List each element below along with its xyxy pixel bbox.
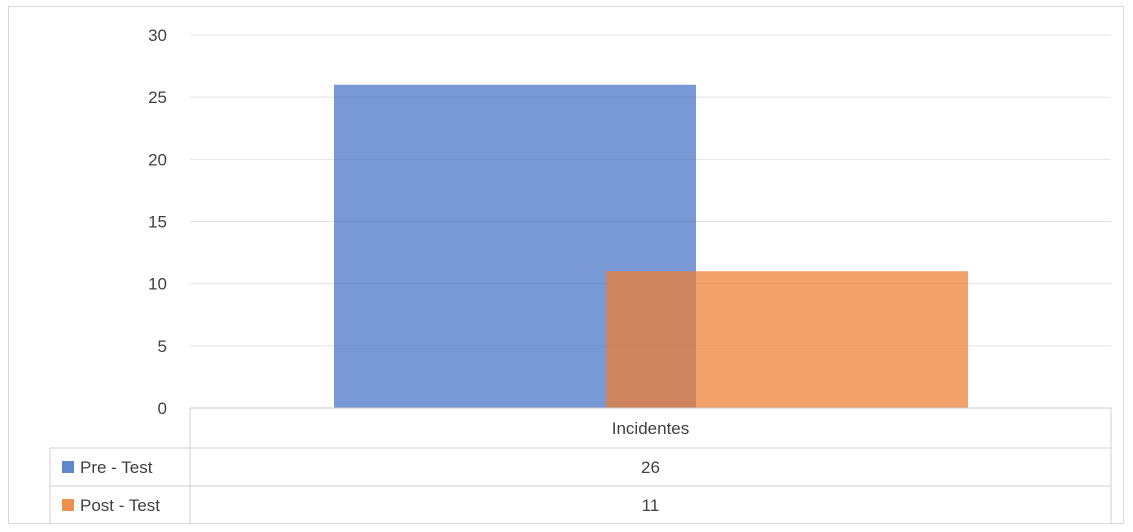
y-tick-label: 5 [158,337,167,356]
legend-key [62,499,74,511]
table-value: 26 [641,458,660,477]
table-category-label: Incidentes [612,419,690,438]
legend-key [62,461,74,473]
legend-series-name: Post - Test [80,496,160,515]
bar-chart: 0 5 10 15 20 25 30 Incidentes Pre - Test 26 Post … [49,26,1112,524]
table-value: 11 [642,496,660,515]
y-tick-label: 10 [148,275,167,294]
chart-frame: 0 5 10 15 20 25 30 Incidentes Pre - Test 26 Post … [8,6,1124,524]
y-tick-label: 20 [148,150,167,169]
data-table: Incidentes Pre - Test 26 Post - Test 11 [49,407,1112,524]
y-tick-label: 0 [158,399,167,418]
bar-post-test [606,271,968,408]
legend-series-name: Pre - Test [80,458,153,477]
y-tick-label: 15 [148,213,167,232]
bars [334,84,968,408]
y-tick-label: 25 [148,88,167,107]
y-axis-ticks: 0 5 10 15 20 25 30 [148,26,167,418]
y-tick-label: 30 [148,26,167,45]
